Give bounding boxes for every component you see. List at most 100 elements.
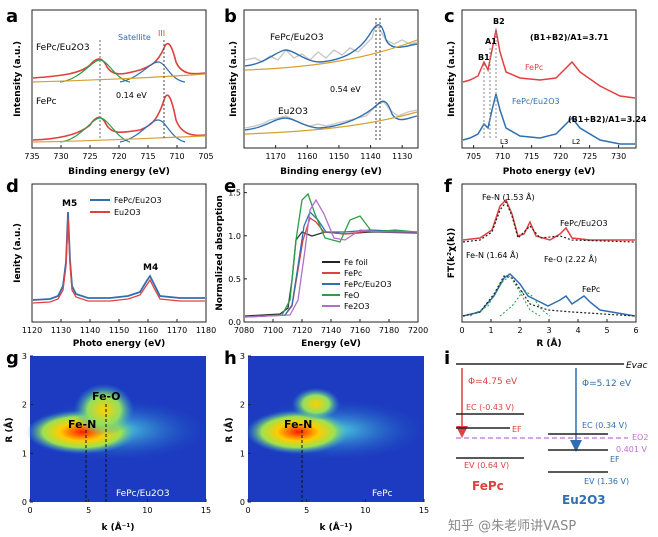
y-tick-label: 0.0 <box>228 318 241 327</box>
panel-c-xticks: 705 710 715 720 725 730 <box>466 145 626 161</box>
x-tick-label: 6 <box>633 326 638 335</box>
panel-a-base-top <box>32 73 206 83</box>
legend-label: FeO <box>344 291 359 300</box>
panel-b-fit-top <box>244 24 418 67</box>
panel-f-comp-fen <box>469 275 541 317</box>
y-tick-label: 0 <box>240 498 245 507</box>
x-tick-label: 720 <box>111 152 126 161</box>
legend-label: FePc/Eu2O3 <box>344 280 392 289</box>
panel-f-line-top <box>462 198 635 241</box>
panel-d-xlabel: Photo energy (eV) <box>73 339 166 349</box>
panel-b-base-top <box>244 39 418 71</box>
panel-g-label-sample: FePc/Eu2O3 <box>116 489 170 499</box>
watermark: 知乎 @朱老师讲VASP <box>448 518 576 534</box>
panel-a-xticks: 735 730 725 720 715 710 705 <box>24 145 214 161</box>
panel-d-ylabel: Ienity (a.u.) <box>13 223 23 283</box>
x-tick-label: 7120 <box>292 326 312 335</box>
x-tick-label: 730 <box>53 152 68 161</box>
panel-b-label-shift: 0.54 eV <box>330 85 361 94</box>
x-tick-label: 1180 <box>196 326 216 335</box>
panel-f-label-bottom: FePc <box>582 285 600 294</box>
panel-a-label-satellite: Satellite <box>118 33 151 42</box>
panel-g-ylabel: R (Å) <box>4 417 15 442</box>
panel-c-ylabel: Intensity (a.u.) <box>447 41 457 117</box>
panel-h: h Fe-N FePc 0 5 10 15 0 1 2 3 k (Å⁻¹) R (Å) <box>224 348 429 533</box>
x-tick-label: 1170 <box>265 152 285 161</box>
panel-a-fit-bottom-2 <box>119 119 186 143</box>
x-tick-label: 1120 <box>22 326 42 335</box>
x-tick-label: 7200 <box>408 326 428 335</box>
panel-c-label-b1: B1 <box>478 53 490 62</box>
panel-i-label-ef-right: EF <box>610 455 620 464</box>
panel-d-label-m5: M5 <box>62 199 77 209</box>
panel-a-fit-top-2 <box>119 61 186 83</box>
x-tick-label: 735 <box>24 152 39 161</box>
panel-g-yticks: 0 1 2 3 <box>22 352 33 507</box>
panel-e-yticks: 0.0 0.5 1.0 1.5 <box>228 189 247 327</box>
y-tick-label: 1.0 <box>228 232 241 241</box>
panel-letter-h: h <box>224 348 237 369</box>
panel-i-label-left-name: FePc <box>472 479 504 493</box>
panel-i-label-ev-right: EV (1.36 V) <box>584 477 629 486</box>
panel-a-label-iii: III <box>158 29 165 38</box>
panel-a-xlabel: Binding energy (eV) <box>68 167 170 177</box>
x-tick-label: 1150 <box>329 152 349 161</box>
panel-a: a FePc/Eu2O3 Satellite III FePc 0.14 eV … <box>6 6 214 177</box>
panel-f-ylabel: FT(k²χ(k)) <box>447 228 457 278</box>
x-tick-label: 1130 <box>51 326 71 335</box>
panel-h-xlabel: k (Å⁻¹) <box>319 522 352 533</box>
panel-letter-f: f <box>444 176 452 197</box>
panel-c-ratio-top: (B1+B2)/A1=3.71 <box>530 33 609 42</box>
panel-letter-i: i <box>444 348 450 369</box>
panel-a-fill-bottom <box>32 94 206 141</box>
x-tick-label: 1140 <box>80 326 100 335</box>
panel-c-label-a1: A1 <box>485 37 497 46</box>
y-tick-label: 0 <box>22 498 27 507</box>
panel-g-xlabel: k (Å⁻¹) <box>101 522 134 533</box>
panel-a-ylabel: Intensity (a.u.) <box>13 41 23 117</box>
panel-d-legend-label-2: Eu2O3 <box>114 208 141 217</box>
panel-e-line-fepceu <box>244 210 418 318</box>
panel-d-line-eu <box>32 217 205 304</box>
x-tick-label: 705 <box>466 152 481 161</box>
panel-f-comp-feo <box>499 289 551 317</box>
panel-b-frame <box>243 9 419 149</box>
x-tick-label: 1160 <box>138 326 158 335</box>
y-tick-label: 1 <box>240 449 245 458</box>
panel-h-ylabel: R (Å) <box>224 417 235 442</box>
panel-i-label-eo2-val: 0.401 V <box>616 445 647 454</box>
panel-i-label-evac: Evac <box>626 361 648 371</box>
panel-h-label-fen: Fe-N <box>284 418 312 431</box>
x-tick-label: 1130 <box>392 152 412 161</box>
y-tick-label: 0.5 <box>228 275 241 284</box>
panel-i-label-ef-left: EF <box>512 425 522 434</box>
panel-letter-c: c <box>444 6 455 27</box>
x-tick-label: 710 <box>495 152 510 161</box>
panel-i: i Evac Φ=4.75 eV Φ=5.12 eV EC (-0.43 V) … <box>444 348 648 507</box>
panel-h-hot-upper <box>292 388 340 420</box>
panel-a-label-shift: 0.14 eV <box>116 91 147 100</box>
panel-d-legend-label-1: FePc/Eu2O3 <box>114 196 162 205</box>
panel-b-base-bottom <box>244 111 418 135</box>
x-tick-label: 7180 <box>379 326 399 335</box>
panel-f-xlabel: R (Å) <box>536 338 561 349</box>
panel-i-label-ec-left: EC (-0.43 V) <box>466 403 514 412</box>
x-tick-label: 1160 <box>297 152 317 161</box>
x-tick-label: 0 <box>459 326 464 335</box>
panel-h-xticks: 0 5 10 15 <box>245 499 429 515</box>
panel-f-label-feo: Fe-O (2.22 Å) <box>544 253 597 264</box>
x-tick-label: 5 <box>86 506 91 515</box>
x-tick-label: 10 <box>142 506 152 515</box>
x-tick-label: 4 <box>575 326 580 335</box>
legend-label: Fe2O3 <box>344 302 370 311</box>
y-tick-label: 1.5 <box>228 189 241 198</box>
panel-a-label-bottom: FePc <box>36 97 57 107</box>
panel-b: b FePc/Eu2O3 Eu2O3 0.54 eV 1170 1160 1150 1… <box>224 6 419 177</box>
panel-i-label-right-name: Eu2O3 <box>562 493 606 507</box>
x-tick-label: 7160 <box>350 326 370 335</box>
panel-c-label-fepc: FePc <box>525 63 543 72</box>
panel-c-label-b2: B2 <box>493 17 505 26</box>
panel-i-label-phi-left: Φ=4.75 eV <box>468 377 518 387</box>
panel-f-label-top: FePc/Eu2O3 <box>560 219 608 228</box>
panel-e-legend: Fe foil FePc FePc/Eu2O3 FeO Fe2O3 <box>322 258 392 311</box>
